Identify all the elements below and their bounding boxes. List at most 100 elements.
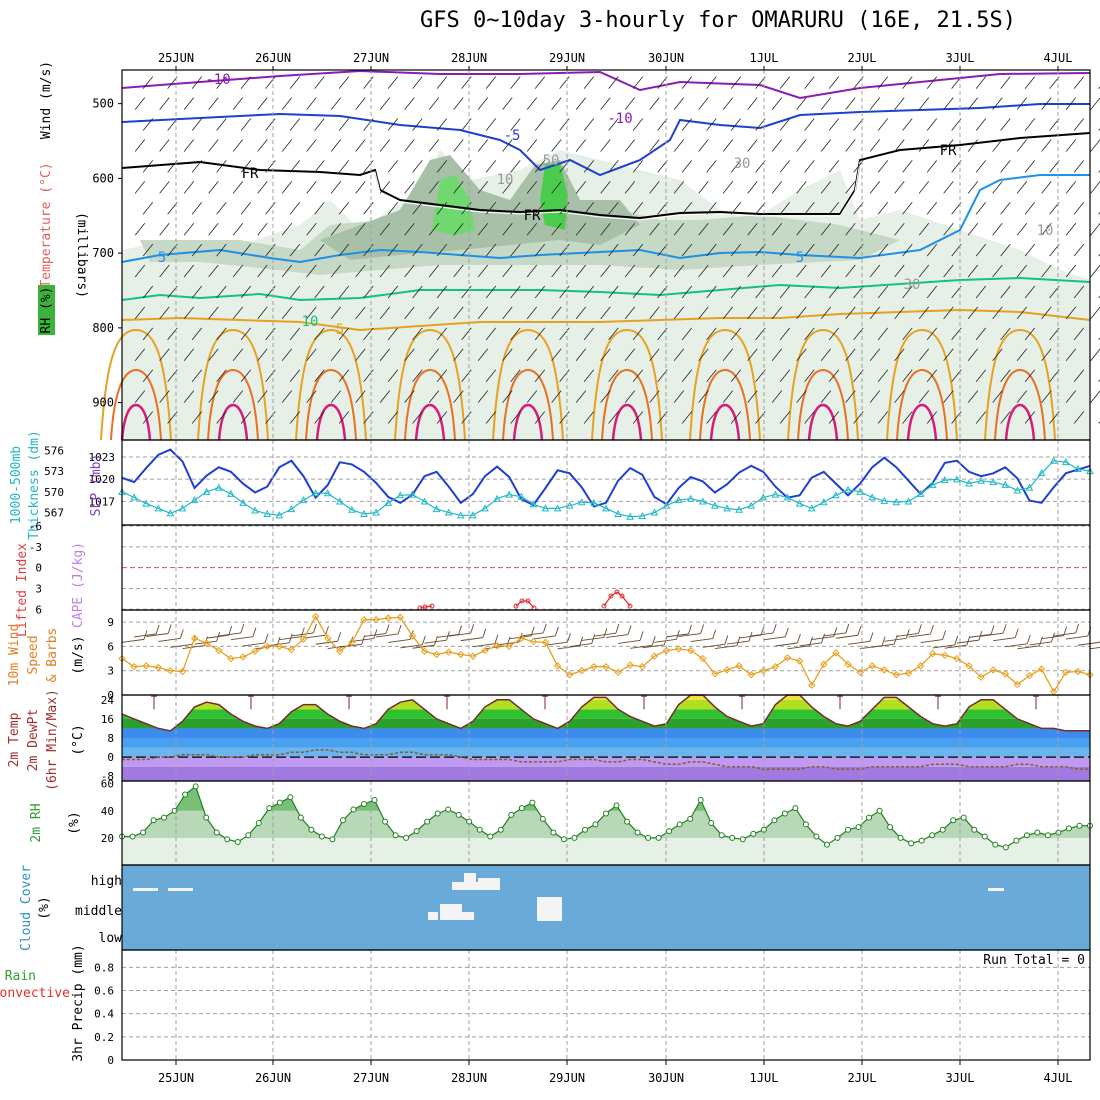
warm-lobe-30 xyxy=(807,403,839,441)
wind-barb xyxy=(823,632,846,637)
wind-barb xyxy=(559,160,570,173)
wind-barb xyxy=(183,139,195,152)
rh-marker xyxy=(318,833,325,840)
lifted-index-marker xyxy=(513,603,519,609)
wind-barb xyxy=(289,243,301,257)
wind-barb xyxy=(134,139,146,152)
wind-barb xyxy=(706,243,717,257)
wind-barb xyxy=(730,369,742,382)
warm-lobe-20 xyxy=(492,328,564,441)
wind-barb xyxy=(314,369,325,382)
wind-barb xyxy=(747,181,758,194)
wind-barb xyxy=(918,222,930,236)
wind-barb xyxy=(306,264,317,278)
wind-barb xyxy=(992,306,1003,320)
wind-barb xyxy=(453,139,464,152)
rh-marker xyxy=(666,828,673,835)
fr-line-inner xyxy=(121,134,1091,221)
thickness-marker xyxy=(577,498,586,506)
rh-marker xyxy=(245,832,252,839)
rh-marker xyxy=(866,814,873,821)
wind-barb xyxy=(240,202,252,215)
wind-barb xyxy=(240,623,245,634)
wind-barb xyxy=(1000,160,1011,173)
wind-barb xyxy=(502,97,513,110)
wind-barb xyxy=(869,632,874,642)
wind-speed-marker xyxy=(989,666,997,674)
thickness-marker xyxy=(819,498,828,506)
warm-lobe-25 xyxy=(404,368,456,441)
wind-speed-marker xyxy=(1001,670,1010,678)
rh-marker xyxy=(1002,844,1009,851)
wind-barb xyxy=(779,243,791,257)
wind-barb xyxy=(230,636,253,641)
wind-barb xyxy=(872,643,895,648)
wind-barb xyxy=(461,76,472,89)
wind-barb xyxy=(796,222,807,236)
wind-barb xyxy=(992,390,1003,403)
lifted-index-marker xyxy=(525,598,531,604)
wind-barb xyxy=(534,202,546,215)
wind-speed-marker xyxy=(759,667,768,675)
wind-barb xyxy=(902,76,913,89)
wind-barb xyxy=(412,76,423,89)
wind-barb xyxy=(502,348,513,362)
wind-speed-marker xyxy=(190,634,199,643)
wind-speed-marker xyxy=(807,681,816,689)
wind-barb xyxy=(314,202,325,215)
wind-barb xyxy=(828,160,840,173)
wind-barb xyxy=(510,369,521,382)
wind-barb xyxy=(1073,76,1085,89)
wind-barb xyxy=(583,243,595,257)
contour-label: 10 xyxy=(1037,223,1054,239)
thickness-marker xyxy=(735,505,743,513)
pressure-tick-label: 800 xyxy=(92,321,114,335)
rh-marker xyxy=(581,826,588,833)
wind-speed-marker xyxy=(578,667,586,675)
wind-speed-marker xyxy=(856,668,864,677)
wind-barb xyxy=(902,160,913,173)
wind-barb xyxy=(804,76,815,89)
wind-barb xyxy=(143,630,148,640)
wind-barb xyxy=(257,390,268,403)
wind-barb xyxy=(722,181,734,194)
wind-barb xyxy=(559,327,570,341)
wind-barb xyxy=(289,76,301,89)
wind-barb xyxy=(730,285,742,299)
wind-barb xyxy=(461,118,472,131)
thickness-marker xyxy=(723,504,731,512)
wind-barb xyxy=(1014,628,1019,638)
rh-marker xyxy=(255,820,262,826)
warm-lobe-20 xyxy=(100,328,172,441)
wind-barb xyxy=(763,636,786,641)
thickness-marker xyxy=(638,511,647,520)
wind-barb xyxy=(1073,118,1085,131)
wind-barb xyxy=(722,97,734,110)
thickness-marker xyxy=(590,498,598,506)
wind-barb xyxy=(208,222,219,236)
wind-barb xyxy=(820,348,832,362)
wind-barb xyxy=(943,348,954,362)
wind-barb xyxy=(828,76,840,89)
wind-barb xyxy=(579,636,584,646)
contour-label: -5 xyxy=(504,128,521,144)
wind-barb xyxy=(240,411,252,424)
wind-barb xyxy=(918,306,930,320)
wind-barb xyxy=(820,97,832,110)
FR line xyxy=(121,132,1091,220)
wind-barb xyxy=(526,390,538,403)
wind-barb xyxy=(559,411,570,424)
wind-barb xyxy=(828,411,840,424)
date-label-top: 2JUL xyxy=(848,51,877,65)
rh-marker xyxy=(434,810,441,817)
wind-barb xyxy=(779,202,791,215)
wind-barb xyxy=(784,627,789,637)
wind-barb xyxy=(583,202,595,215)
wind-barb xyxy=(1065,348,1077,362)
wind-barb xyxy=(726,640,750,645)
warm-lobe-30 xyxy=(906,403,938,441)
date-label-bottom: 30JUN xyxy=(648,1071,684,1085)
wind-barb xyxy=(675,630,680,640)
warm-lobe-20 xyxy=(394,328,466,441)
wind-barb xyxy=(265,285,276,299)
